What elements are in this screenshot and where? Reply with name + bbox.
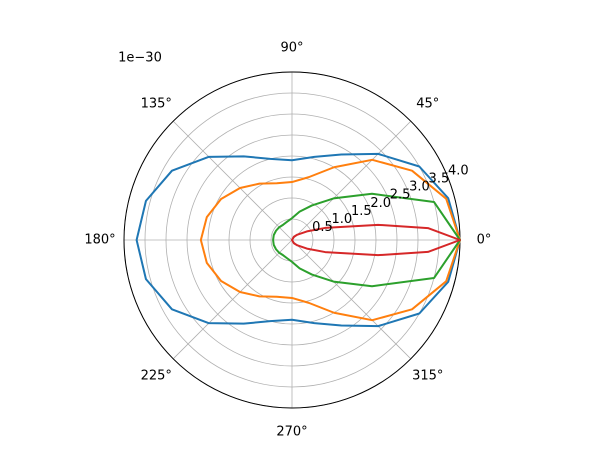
grid-line bbox=[172, 120, 293, 241]
radial-tick-label: 0.5 bbox=[312, 220, 333, 235]
radial-tick-label: 1.5 bbox=[351, 204, 372, 219]
angle-tick-label: 45° bbox=[416, 97, 439, 112]
series-line bbox=[199, 158, 461, 322]
radial-tick-label: 4.0 bbox=[448, 164, 469, 179]
radial-tick-label: 2.5 bbox=[390, 188, 411, 203]
grid-line bbox=[291, 239, 412, 360]
radial-tick-label: 1.0 bbox=[332, 212, 353, 227]
series-line bbox=[272, 192, 461, 288]
series-line bbox=[291, 223, 461, 257]
angle-tick-label: 180° bbox=[84, 233, 115, 248]
angle-tick-label: 0° bbox=[477, 233, 492, 248]
series-line bbox=[135, 152, 461, 328]
grid-line bbox=[172, 239, 293, 360]
angle-tick-label: 270° bbox=[276, 425, 307, 440]
radial-tick-label: 2.0 bbox=[370, 196, 391, 211]
radial-tick-label: 3.5 bbox=[429, 172, 450, 187]
grid-line bbox=[291, 120, 412, 241]
angle-tick-label: 90° bbox=[280, 41, 303, 56]
angle-tick-label: 225° bbox=[141, 368, 172, 383]
offset-text: 1e−30 bbox=[118, 51, 162, 66]
angle-tick-label: 315° bbox=[412, 368, 443, 383]
radial-tick-label: 3.0 bbox=[409, 180, 430, 195]
angle-tick-label: 135° bbox=[141, 97, 172, 112]
